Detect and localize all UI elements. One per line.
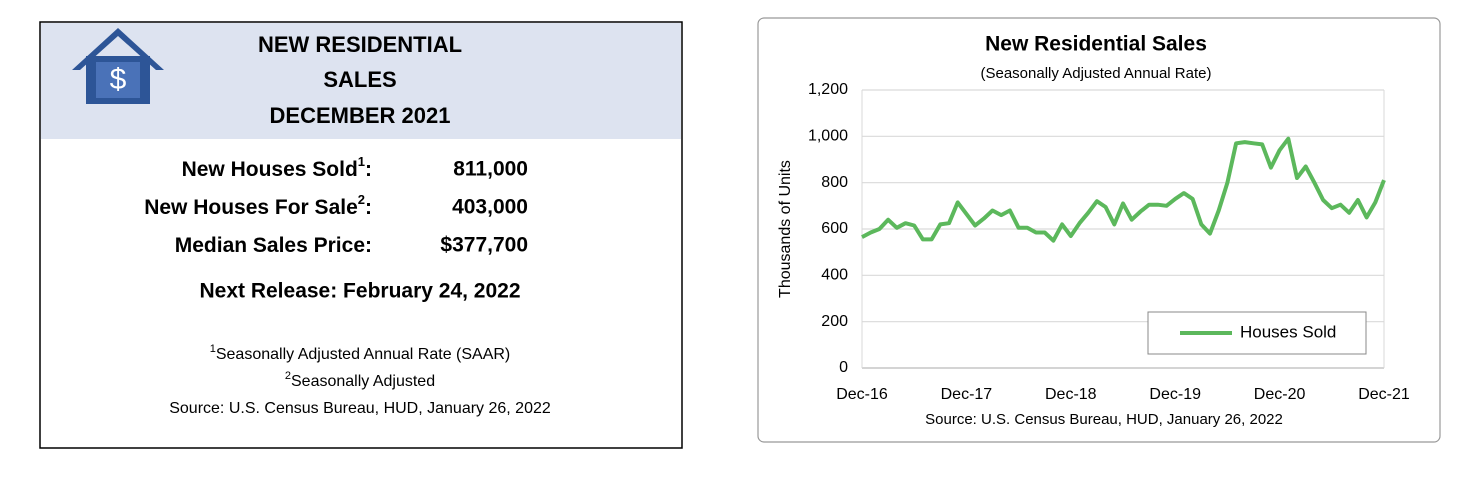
stat-value: 811,000 [453,158,528,181]
y-tick-label: 0 [839,359,848,376]
stat-name: New Houses For Sale [144,196,358,219]
footnote-text: Seasonally Adjusted [291,373,435,390]
chart-title: New Residential Sales [985,33,1207,56]
y-tick-label: 400 [821,267,848,284]
footnote-text: Seasonally Adjusted Annual Rate (SAAR) [216,346,510,363]
footnote: 2Seasonally Adjusted [285,370,435,390]
y-tick-label: 600 [821,220,848,237]
next-release: Next Release: February 24, 2022 [199,280,520,303]
y-tick-label: 200 [821,313,848,330]
stat-note: 1 [358,154,365,169]
y-tick-label: 1,000 [808,128,848,145]
x-tick-label: Dec-19 [1149,386,1201,403]
data-line [861,136,1386,243]
stat-sep: : [365,158,372,181]
x-tick-label: Dec-20 [1254,386,1306,403]
footnote-mark: 2 [285,370,291,382]
icon-symbol: $ [110,63,127,96]
panel-title: NEW RESIDENTIAL [258,32,462,57]
x-tick-label: Dec-21 [1358,386,1410,403]
stat-label: Median Sales Price: [175,234,372,257]
stat-name: New Houses Sold [182,158,358,181]
x-tick-label: Dec-16 [836,386,888,403]
stat-label: New Houses For Sale2: [144,192,372,219]
stat-sep: : [365,196,372,219]
stat-note: 2 [358,192,365,207]
panel-title: SALES [323,67,396,92]
chart-subtitle: (Seasonally Adjusted Annual Rate) [981,65,1212,82]
y-axis-label: Thousands of Units [777,160,794,298]
chart-source: Source: U.S. Census Bureau, HUD, January… [925,411,1283,428]
x-tick-label: Dec-17 [941,386,993,403]
panel-title: DECEMBER 2021 [270,103,451,128]
stat-name: Median Sales Price [175,234,365,257]
y-tick-label: 1,200 [808,81,848,98]
source: Source: U.S. Census Bureau, HUD, January… [169,400,551,417]
stat-label: New Houses Sold1: [182,154,372,181]
footnote: 1Seasonally Adjusted Annual Rate (SAAR) [210,343,511,363]
house-icon: $ [72,28,164,104]
stat-value: 403,000 [452,196,528,219]
x-tick-label: Dec-18 [1045,386,1097,403]
legend-label: Houses Sold [1240,322,1336,341]
stat-value: $377,700 [440,234,528,257]
stat-sep: : [365,234,372,257]
footnote-mark: 1 [210,343,216,355]
y-tick-label: 800 [821,174,848,191]
stats: New Houses Sold1: 811,000 New Houses For S… [144,154,528,257]
plot: 0 200 400 600 800 1,000 1,200 Dec-16 Dec-17 Dec-1… [808,81,1410,403]
